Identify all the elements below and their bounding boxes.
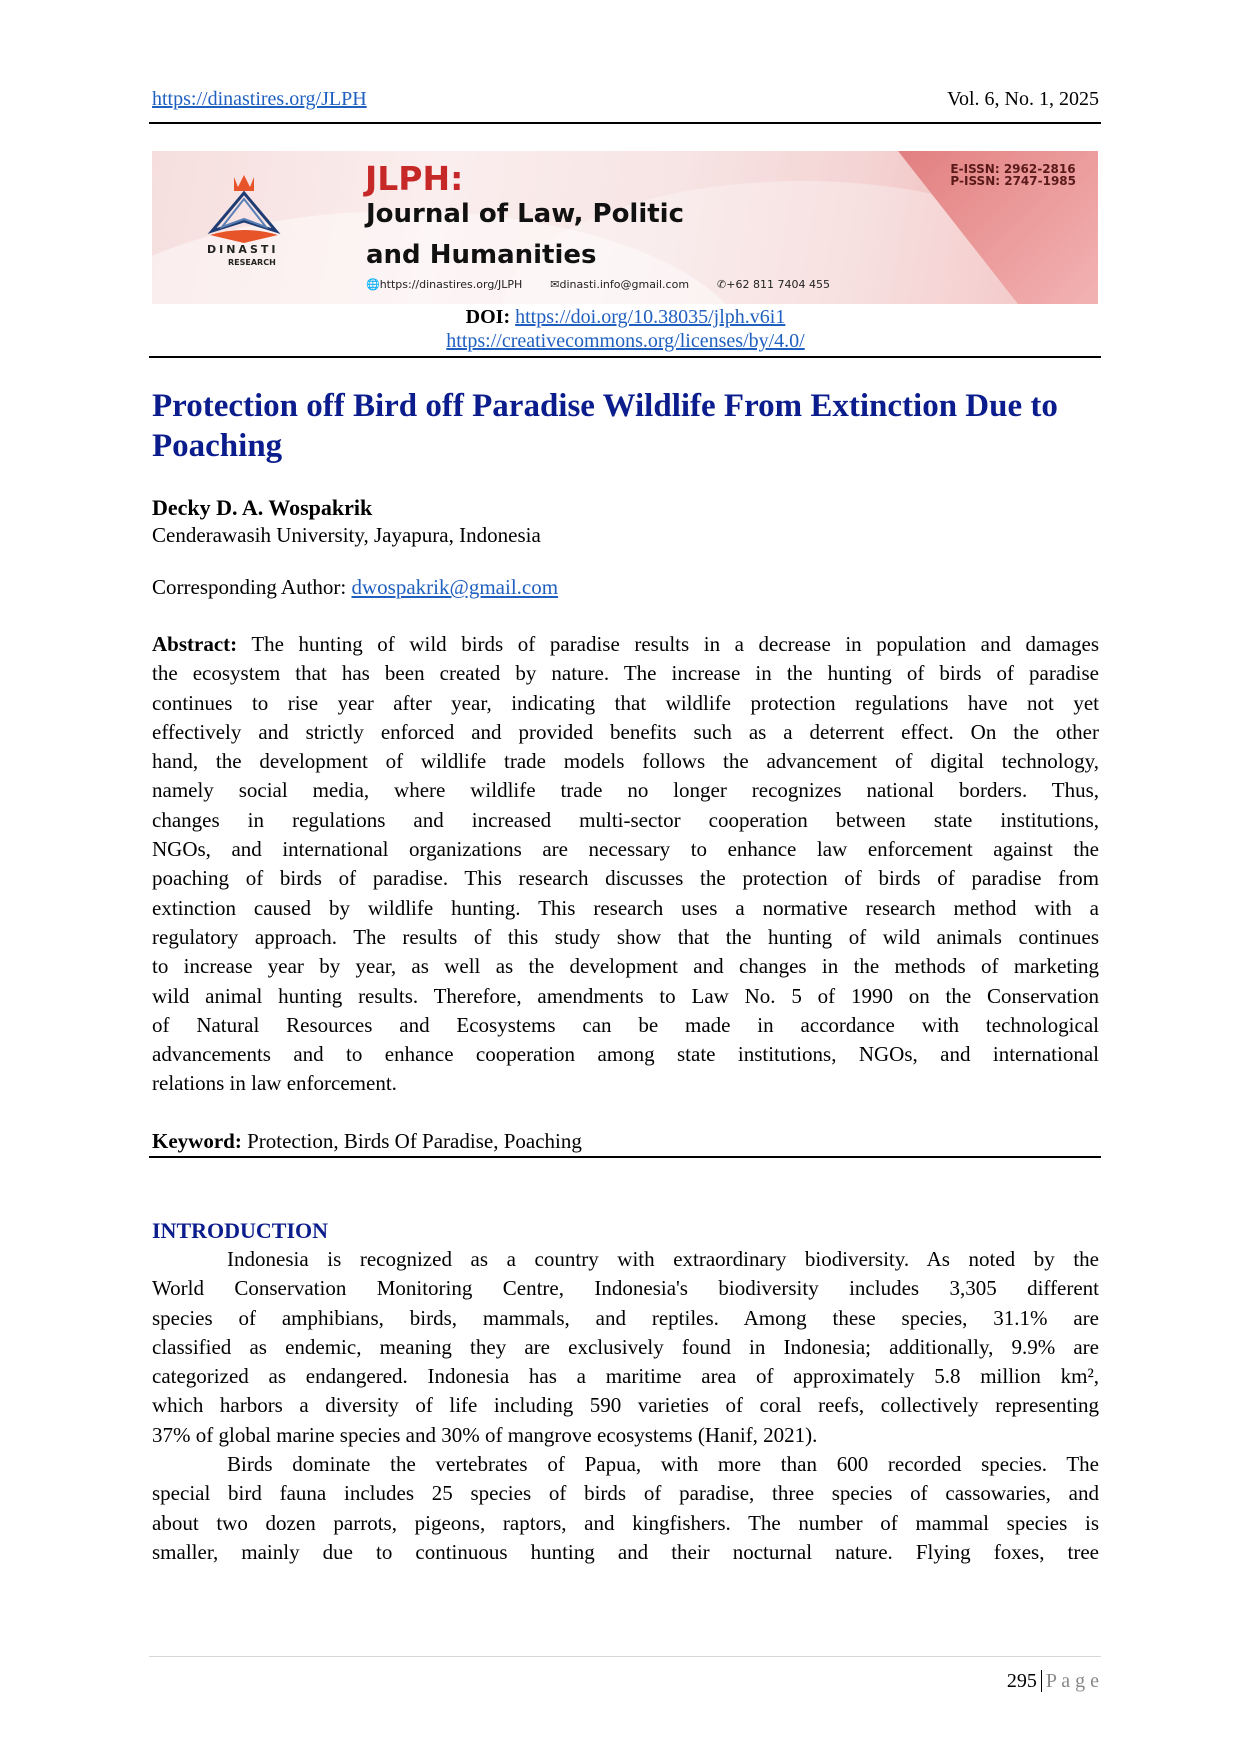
- journal-url-link[interactable]: https://dinastires.org/JLPH: [152, 88, 367, 110]
- corresponding-author: Corresponding Author: dwospakrik@gmail.c…: [152, 575, 559, 599]
- dinasti-logo-icon: [207, 175, 281, 243]
- intro-paragraph-2: Birds dominate the vertebrates of Papua,…: [152, 1452, 1099, 1564]
- contact-phone: ✆+62 811 7404 455: [717, 278, 830, 291]
- doi-label: DOI:: [465, 306, 511, 328]
- journal-name-line1: Journal of Law, Politic: [366, 199, 685, 229]
- journal-acronym: JLPH:: [365, 159, 464, 198]
- journal-name-line2: and Humanities: [366, 240, 597, 270]
- corresponding-email-link[interactable]: dwospakrik@gmail.com: [351, 575, 559, 599]
- mail-icon: ✉: [550, 278, 560, 291]
- license-link[interactable]: https://creativecommons.org/licenses/by/…: [446, 330, 805, 352]
- volume-info: Vol. 6, No. 1, 2025: [947, 88, 1099, 110]
- page-number: 295: [1006, 1670, 1037, 1692]
- abstract: Abstract: The hunting of wild birds of p…: [152, 632, 1099, 1096]
- phone-icon: ✆: [717, 278, 727, 291]
- journal-banner: DINASTI RESEARCH JLPH: Journal of Law, P…: [152, 151, 1098, 304]
- keywords: Keyword: Protection, Birds Of Paradise, …: [152, 1129, 582, 1153]
- header-divider: [149, 122, 1101, 124]
- banner-divider: [149, 356, 1101, 358]
- running-header: https://dinastires.org/JLPH Vol. 6, No. …: [152, 88, 1099, 111]
- intro-paragraph-1: Indonesia is recognized as a country wit…: [152, 1247, 1099, 1447]
- author-name: Decky D. A. Wospakrik: [152, 495, 373, 520]
- abstract-label: Abstract:: [152, 632, 238, 656]
- page-label: P a g e: [1045, 1670, 1099, 1692]
- contact-email: ✉dinasti.info@gmail.com: [550, 278, 690, 291]
- logo-subtext: RESEARCH: [228, 258, 276, 267]
- globe-icon: 🌐: [366, 278, 380, 291]
- page-footer: 295 P a g e: [1007, 1670, 1099, 1693]
- article-title: Protection off Bird off Paradise Wildlif…: [152, 388, 1058, 464]
- doi-link[interactable]: https://doi.org/10.38035/jlph.v6i1: [515, 306, 786, 328]
- author-affiliation: Cenderawasih University, Jayapura, Indon…: [152, 523, 541, 547]
- license-line: https://creativecommons.org/licenses/by/…: [152, 330, 1099, 353]
- contact-website: 🌐https://dinastires.org/JLPH: [366, 278, 523, 291]
- eissn: E-ISSN: 2962-2816: [950, 162, 1076, 176]
- doi-line: DOI: https://doi.org/10.38035/jlph.v6i1: [152, 306, 1099, 329]
- keyword-divider: [149, 1156, 1101, 1158]
- section-heading-introduction: INTRODUCTION: [152, 1218, 329, 1243]
- footer-divider: [149, 1656, 1101, 1657]
- pissn: P-ISSN: 2747-1985: [950, 174, 1076, 188]
- logo-text: DINASTI: [207, 243, 279, 256]
- keyword-label: Keyword:: [152, 1129, 242, 1153]
